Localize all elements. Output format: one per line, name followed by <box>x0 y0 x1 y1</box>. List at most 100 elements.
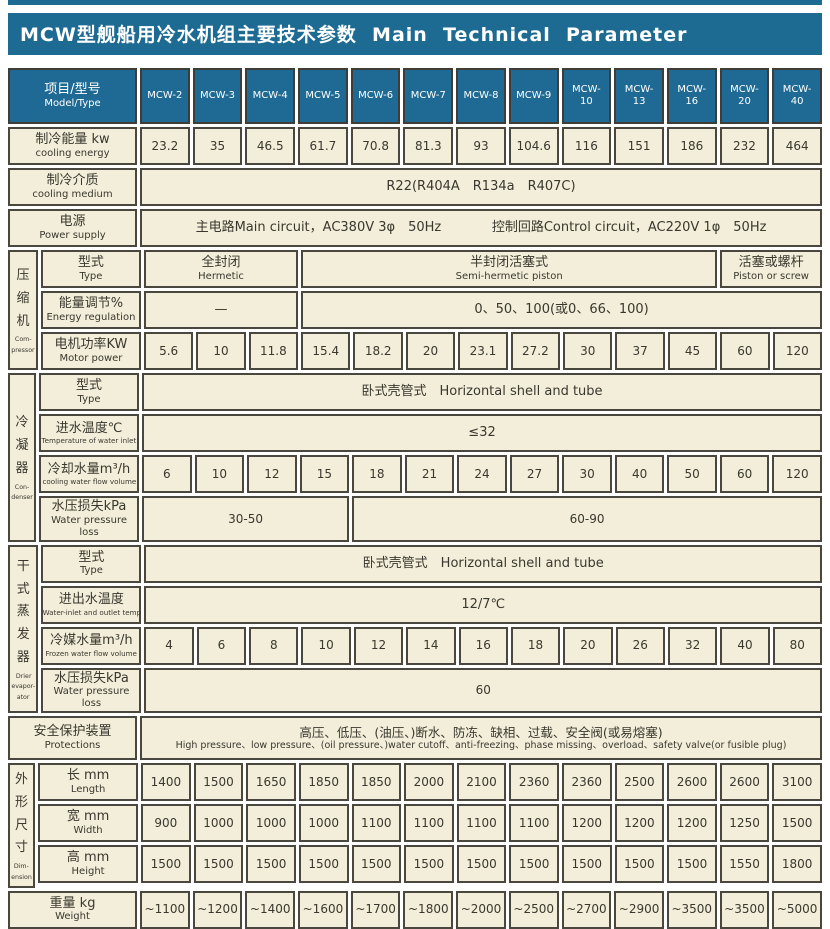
value-cell: 1000 <box>246 804 296 843</box>
model-header-cell: MCW-16 <box>666 68 717 124</box>
value-cell: 1850 <box>298 763 349 802</box>
value-cell: 20 <box>563 626 613 665</box>
row-label-cell: 进出水温度 Water-inlet and outlet temp <box>41 585 142 624</box>
value-cell: 186 <box>666 127 717 165</box>
value-cell: 37 <box>615 332 665 370</box>
value-cell: 1250 <box>719 804 770 843</box>
value-cell: 6 <box>196 626 247 665</box>
compressor-section-label: 压缩机 Com- pressor <box>8 250 38 370</box>
value-cell: ~5000 <box>772 890 822 929</box>
value-cell: 2600 <box>719 763 770 802</box>
value-cell: 30 <box>562 455 612 493</box>
height-row: 高 mm Height 1500 1500 1500 1500 1500 1500 1500… <box>38 845 822 884</box>
value-cell: 1800 <box>772 845 822 884</box>
condenser-pressure-loss-row: 水压损失kPa Water pressure loss 30-50 60-90 <box>39 496 822 542</box>
value-cell: 5.6 <box>143 332 194 370</box>
power-supply-row: 电源 Power supply 主电路Main circuit，AC380V 3… <box>8 209 822 247</box>
evaporator-section: 干式蒸发器 Drier evapor- ator 型式 Type 卧式壳管式 H… <box>8 544 822 714</box>
row-label-cell: 安全保护装置 Protections <box>8 716 137 761</box>
value-cell: 1500 <box>667 845 717 884</box>
value-cell: 14 <box>406 626 456 665</box>
value-cell: 70.8 <box>350 127 401 165</box>
value-cell: ~3500 <box>719 890 770 929</box>
cooling-medium-row: 制冷介质 cooling medium R22(R404A R134a R407… <box>8 168 822 206</box>
evaporator-section-label: 干式蒸发器 Drier evapor- ator <box>8 544 39 714</box>
value-cell: ~2900 <box>614 890 664 929</box>
row-label-cell: 长 mm Length <box>38 763 139 802</box>
evaporator-pressure-loss-row: 水压损失kPa Water pressure loss 60 <box>41 667 822 714</box>
value-cell: 151 <box>614 127 664 165</box>
pressure-loss-cell: 60-90 <box>352 496 822 542</box>
value-cell: 60 <box>720 332 770 370</box>
value-cell: 1100 <box>351 804 402 843</box>
value-cell: 2600 <box>667 763 717 802</box>
value-cell: 45 <box>667 332 718 370</box>
value-cell: 10 <box>301 626 351 665</box>
value-cell: 1200 <box>561 804 612 843</box>
model-header-cell: MCW-6 <box>350 68 401 124</box>
motor-power-row: 电机功率KW Motor power 5.6 10 11.8 15.4 18.2 20 23… <box>40 332 822 370</box>
compressor-type-cell: 活塞或螺杆 Piston or screw <box>720 250 822 288</box>
header-label-en: Model/Type <box>44 97 101 109</box>
row-label-cell: 电机功率KW Motor power <box>40 332 141 370</box>
length-row: 长 mm Length 1400 1500 1650 1850 1850 2000 2100… <box>38 763 822 802</box>
value-cell: 1500 <box>614 845 665 884</box>
protections-en-line: High pressure、low pressure、(oil pressure… <box>175 739 787 751</box>
condenser-type-row: 型式 Type 卧式壳管式 Horizontal shell and tube <box>39 373 822 411</box>
value-cell: 1500 <box>772 804 822 843</box>
value-cell: ~2700 <box>561 890 612 929</box>
value-cell: 12 <box>247 455 297 493</box>
value-cell: 2100 <box>456 763 507 802</box>
evaporator-type-row: 型式 Type 卧式壳管式 Horizontal shell and tube <box>41 544 822 583</box>
value-cell: 30 <box>563 332 613 370</box>
value-cell: 1200 <box>614 804 665 843</box>
merged-value-cell: R22(R404A R134a R407C) <box>140 168 822 206</box>
value-cell: 1100 <box>404 804 454 843</box>
value-cell: 1500 <box>246 845 296 884</box>
value-cell: 18.2 <box>353 332 403 370</box>
value-cell: ~2500 <box>508 890 559 929</box>
model-header-cell: MCW-40 <box>772 68 822 124</box>
value-cell: 93 <box>456 127 506 165</box>
value-cell: 18 <box>352 455 402 493</box>
main-circuit-spec: 主电路Main circuit，AC380V 3φ 50Hz <box>195 220 442 236</box>
value-cell: 1400 <box>141 763 191 802</box>
row-label-cell: 型式 Type <box>40 250 141 288</box>
value-cell: 8 <box>249 626 299 665</box>
value-cell: 27.2 <box>510 332 561 370</box>
value-cell: 26 <box>615 626 665 665</box>
row-label-cell: 冷媒水量m³/h Frozen water flow volume <box>41 626 142 665</box>
value-cell: 40 <box>720 626 770 665</box>
top-accent-line <box>8 0 822 5</box>
row-label-cell: 重量 kg Weight <box>8 890 137 929</box>
value-cell: 32 <box>667 626 718 665</box>
compressor-type-row: 型式 Type 全封闭 Hermetic 半封闭活塞式 Semi-hermeti… <box>40 250 822 288</box>
value-cell: 24 <box>457 455 507 493</box>
row-label-cell: 能量调节% Energy regulation <box>40 291 141 329</box>
energy-regulation-cell: 0、50、100(或0、66、100) <box>301 291 822 329</box>
value-cell: 1500 <box>456 845 507 884</box>
value-cell: 1500 <box>351 845 402 884</box>
row-label-cell: 宽 mm Width <box>38 804 139 843</box>
value-cell: 15 <box>299 455 350 493</box>
value-cell: 3100 <box>772 763 822 802</box>
value-cell: 1000 <box>193 804 244 843</box>
value-cell: 464 <box>772 127 822 165</box>
compressor-type-cell: 全封闭 Hermetic <box>143 250 299 288</box>
value-cell: 1500 <box>141 845 191 884</box>
model-header-cell: MCW-20 <box>719 68 770 124</box>
model-header-cell: MCW-13 <box>614 68 664 124</box>
value-cell: 15.4 <box>301 332 351 370</box>
value-cell: 10 <box>194 455 245 493</box>
value-cell: 10 <box>196 332 246 370</box>
value-cell: ~1100 <box>140 890 190 929</box>
merged-value-cell: ≤32 <box>142 414 822 452</box>
value-cell: 1100 <box>456 804 507 843</box>
value-cell: 27 <box>509 455 560 493</box>
value-cell: 1650 <box>246 763 296 802</box>
value-cell: 11.8 <box>248 332 299 370</box>
protections-row: 安全保护装置 Protections 高压、低压、(油压、)断水、防冻、缺相、过… <box>8 716 822 761</box>
value-cell: 16 <box>458 626 508 665</box>
value-cell: 81.3 <box>403 127 454 165</box>
